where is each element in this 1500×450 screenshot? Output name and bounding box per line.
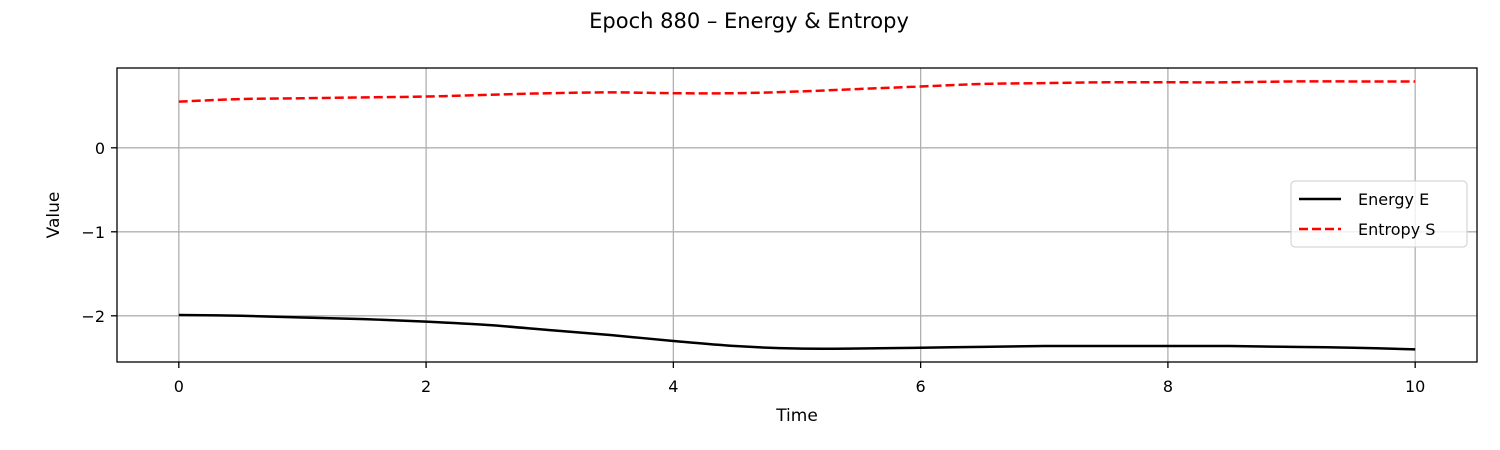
y-tick-label: −2 — [81, 307, 105, 326]
x-axis-label: Time — [775, 406, 818, 426]
plot-frame — [116, 67, 1478, 363]
series-line-entropy — [178, 80, 1416, 103]
legend-label-energy: Energy E — [1358, 190, 1429, 209]
y-tick-label: 0 — [95, 139, 105, 158]
x-tick-label: 8 — [1163, 377, 1173, 396]
y-axis: 0 −1 −2 — [81, 139, 117, 326]
x-tick-label: 0 — [174, 377, 184, 396]
x-axis: 0 2 4 6 8 10 — [174, 362, 1425, 396]
y-tick-label: −1 — [81, 223, 105, 242]
chart-title: Epoch 880 – Energy & Entropy — [589, 9, 909, 33]
legend: Energy E Entropy S — [1290, 180, 1468, 248]
x-tick-label: 6 — [916, 377, 926, 396]
x-tick-label: 10 — [1405, 377, 1425, 396]
x-tick-label: 2 — [421, 377, 431, 396]
series-line-energy — [178, 313, 1416, 351]
legend-box — [1290, 180, 1468, 248]
y-axis-label: Value — [44, 192, 64, 239]
legend-label-entropy: Entropy S — [1358, 220, 1435, 239]
series-layer — [178, 80, 1416, 351]
x-tick-label: 4 — [668, 377, 678, 396]
grid — [117, 68, 1477, 362]
